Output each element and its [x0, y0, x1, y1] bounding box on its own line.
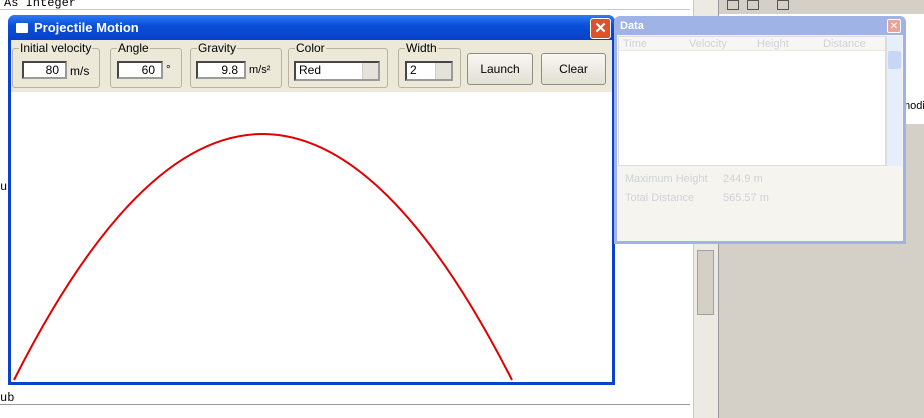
- code-line: ub: [0, 391, 15, 405]
- window-title: Projectile Motion: [34, 20, 139, 35]
- group-label: Color: [295, 41, 326, 55]
- select-value: 2: [410, 63, 417, 77]
- column-header[interactable]: Velocity: [689, 38, 727, 50]
- unit-label: m/s: [70, 64, 90, 78]
- toolbar-icon: [777, 0, 789, 10]
- canvas: [11, 92, 612, 382]
- trajectory-plot: [13, 133, 513, 381]
- window-title: Data: [620, 20, 644, 32]
- main-window: Projectile Motion ✕ Initial velocity 80 …: [8, 15, 615, 385]
- window-icon: [16, 23, 28, 33]
- editor-line: [0, 404, 690, 405]
- width-group: Width 2: [398, 41, 461, 88]
- data-window: Data ✕ Time Velocity Height Distance Max…: [614, 16, 906, 244]
- editor-top-row: [0, 0, 690, 10]
- unit-label: m/s²: [249, 64, 271, 76]
- code-line: As Integer: [4, 0, 77, 10]
- title-bar: Projectile Motion ✕: [8, 15, 615, 41]
- result-value: 565.57 m: [723, 192, 769, 204]
- scroll-thumb[interactable]: [888, 51, 901, 69]
- group-label: Width: [405, 41, 438, 55]
- column-header[interactable]: Time: [623, 38, 648, 50]
- result-label: Maximum Height: [625, 173, 708, 185]
- group-label: Initial velocity: [19, 41, 93, 55]
- close-button[interactable]: ✕: [590, 18, 611, 39]
- toolbar-icon: [747, 0, 759, 10]
- velocity-group: Initial velocity 80 m/s: [12, 41, 100, 88]
- width-select[interactable]: 2: [405, 61, 453, 81]
- trajectory: [13, 133, 513, 381]
- select-value: Red: [299, 63, 322, 77]
- unit-label: °: [166, 62, 171, 76]
- data-client: Time Velocity Height Distance Maximum He…: [617, 35, 903, 241]
- column-header[interactable]: Height: [757, 38, 789, 50]
- angle-input[interactable]: 60: [117, 61, 163, 79]
- column-header[interactable]: Distance: [823, 38, 866, 50]
- result-value: 244.9 m: [723, 173, 763, 185]
- dropdown-arrow[interactable]: [435, 63, 451, 79]
- property-text: modi: [901, 100, 924, 112]
- scroll-thumb: [697, 250, 714, 315]
- data-list: Time Velocity Height Distance: [618, 36, 886, 166]
- color-select[interactable]: Red: [294, 61, 380, 81]
- list-scrollbar[interactable]: [886, 36, 902, 166]
- dropdown-arrow[interactable]: [362, 63, 378, 79]
- launch-button[interactable]: Launch: [467, 53, 533, 85]
- close-button[interactable]: ✕: [887, 19, 901, 33]
- velocity-input[interactable]: 80: [22, 61, 67, 79]
- color-group: Color Red: [288, 41, 388, 88]
- gravity-group: Gravity 9.8 m/s²: [190, 41, 282, 88]
- angle-group: Angle 60 °: [110, 41, 182, 88]
- clear-button[interactable]: Clear: [541, 53, 606, 85]
- toolbar: Initial velocity 80 m/s Angle 60 ° Gravi…: [11, 40, 612, 92]
- group-label: Gravity: [197, 41, 238, 55]
- toolbar-icon: [727, 0, 739, 10]
- list-header: Time Velocity Height Distance: [619, 37, 885, 51]
- gravity-input[interactable]: 9.8: [196, 61, 246, 79]
- result-label: Total Distance: [625, 192, 695, 204]
- group-label: Angle: [117, 41, 150, 55]
